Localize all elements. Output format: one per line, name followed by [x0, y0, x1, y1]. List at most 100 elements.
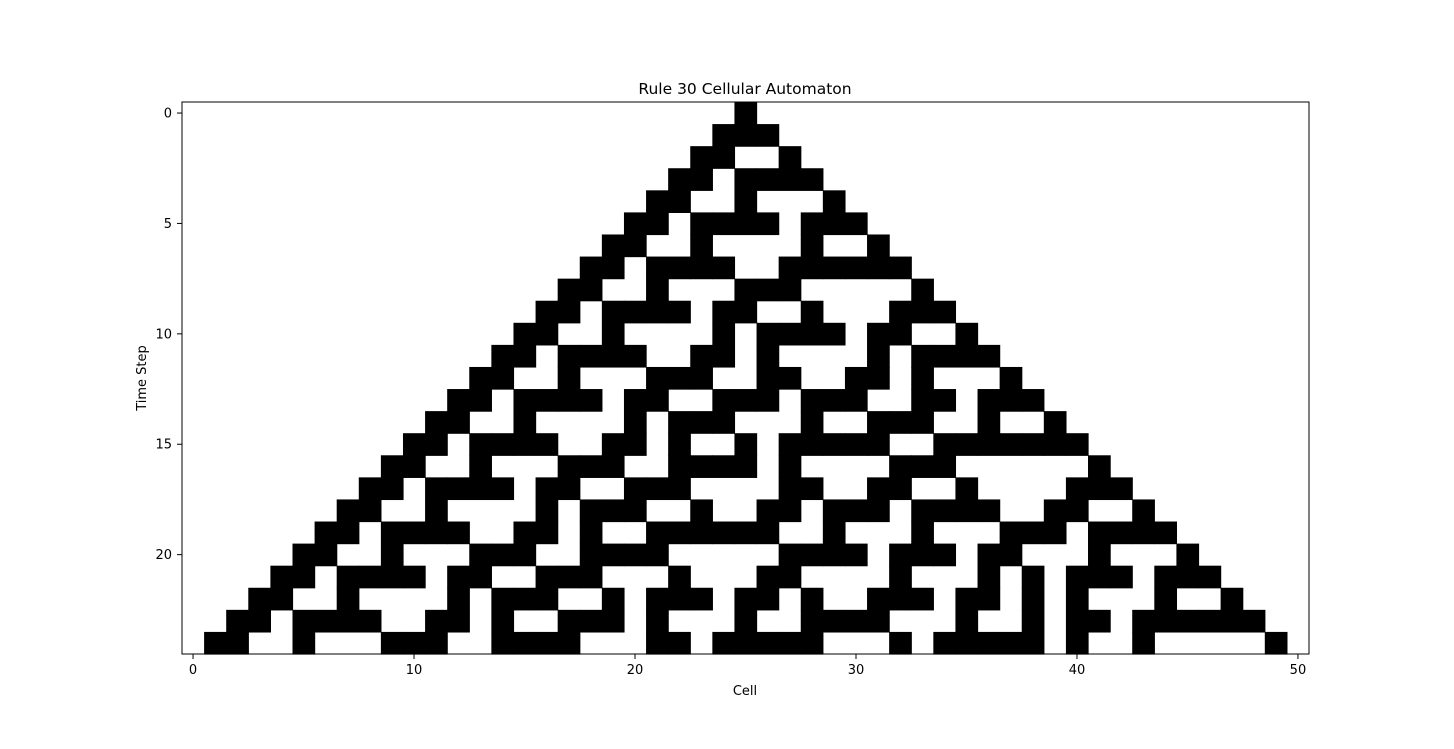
- live-cell: [1043, 499, 1067, 523]
- live-cell: [734, 300, 758, 324]
- live-cell: [712, 146, 736, 169]
- y-tick-label: 15: [155, 438, 172, 453]
- live-cell: [911, 543, 934, 567]
- live-cell: [646, 477, 669, 501]
- live-cell: [668, 433, 691, 456]
- live-cell: [933, 344, 957, 368]
- live-cell: [911, 521, 934, 545]
- live-cell: [822, 433, 846, 456]
- live-cell: [513, 411, 537, 434]
- live-cell: [557, 300, 581, 324]
- live-cell: [1176, 609, 1200, 633]
- live-cell: [977, 587, 1001, 611]
- live-cell: [270, 565, 294, 589]
- live-cell: [955, 631, 979, 655]
- live-cell: [690, 256, 713, 280]
- live-cell: [623, 300, 647, 324]
- live-cell: [579, 609, 603, 633]
- live-cell: [1088, 543, 1111, 567]
- y-tick-label: 5: [164, 217, 172, 232]
- live-cell: [734, 521, 758, 545]
- live-cell: [292, 565, 316, 589]
- live-cell: [402, 433, 426, 456]
- live-cell: [822, 521, 846, 545]
- live-cell: [491, 344, 515, 368]
- live-cell: [1021, 565, 1045, 589]
- live-cell: [1021, 433, 1045, 456]
- y-tick-label: 10: [155, 327, 172, 342]
- live-cell: [248, 609, 271, 633]
- x-tick-label: 0: [189, 663, 197, 678]
- live-cell: [469, 565, 492, 589]
- live-cell: [800, 322, 824, 346]
- live-cell: [889, 543, 912, 567]
- live-cell: [778, 543, 802, 567]
- live-cell: [844, 389, 868, 412]
- live-cell: [226, 631, 249, 655]
- live-cell: [867, 411, 890, 434]
- live-cell: [557, 565, 581, 589]
- live-cell: [425, 433, 448, 456]
- live-cell: [778, 256, 802, 280]
- live-cell: [623, 389, 647, 412]
- live-cell: [601, 587, 625, 611]
- live-cell: [646, 212, 669, 236]
- live-cell: [712, 411, 736, 434]
- live-cell: [425, 521, 448, 545]
- live-cell: [822, 256, 846, 280]
- live-cell: [380, 565, 404, 589]
- live-cell: [712, 124, 736, 147]
- live-cell: [822, 389, 846, 412]
- live-cell: [1176, 543, 1200, 567]
- live-cell: [292, 631, 316, 655]
- live-cell: [402, 631, 426, 655]
- live-cell: [623, 433, 647, 456]
- live-cell: [380, 521, 404, 545]
- live-cell: [447, 521, 470, 545]
- live-cell: [844, 543, 868, 567]
- live-cell: [402, 565, 426, 589]
- live-cell: [425, 477, 448, 501]
- live-cell: [447, 609, 470, 633]
- live-cell: [800, 234, 824, 258]
- live-cell: [867, 322, 890, 346]
- live-cell: [668, 411, 691, 434]
- live-cell: [778, 433, 802, 456]
- live-cell: [800, 212, 824, 236]
- x-tick-label: 30: [848, 663, 865, 678]
- live-cell: [999, 521, 1023, 545]
- live-cell: [270, 587, 294, 611]
- live-cell: [911, 455, 934, 478]
- live-cell: [646, 300, 669, 324]
- live-cell: [867, 477, 890, 501]
- live-cell: [535, 565, 559, 589]
- live-cell: [646, 278, 669, 302]
- plot-area-frame: [181, 101, 1310, 655]
- live-cell: [646, 389, 669, 412]
- live-cell: [911, 344, 934, 368]
- live-cell: [336, 609, 360, 633]
- live-cell: [1242, 609, 1266, 633]
- live-cell: [336, 521, 360, 545]
- live-cell: [690, 411, 713, 434]
- live-cell: [469, 366, 492, 390]
- live-cell: [535, 300, 559, 324]
- live-cell: [447, 477, 470, 501]
- live-cell: [756, 124, 780, 147]
- live-cell: [292, 543, 316, 567]
- live-cell: [778, 146, 802, 169]
- live-cell: [734, 190, 758, 213]
- live-cell: [756, 565, 780, 589]
- live-cell: [867, 609, 890, 633]
- live-cell: [513, 587, 537, 611]
- live-cell: [734, 433, 758, 456]
- live-cell: [822, 322, 846, 346]
- x-axis-label: Cell: [733, 684, 757, 699]
- live-cell: [646, 190, 669, 213]
- y-axis-label: Time Step: [135, 345, 150, 412]
- live-cell: [513, 344, 537, 368]
- live-cell: [402, 455, 426, 478]
- live-cell: [756, 278, 780, 302]
- live-cell: [800, 433, 824, 456]
- live-cell: [690, 455, 713, 478]
